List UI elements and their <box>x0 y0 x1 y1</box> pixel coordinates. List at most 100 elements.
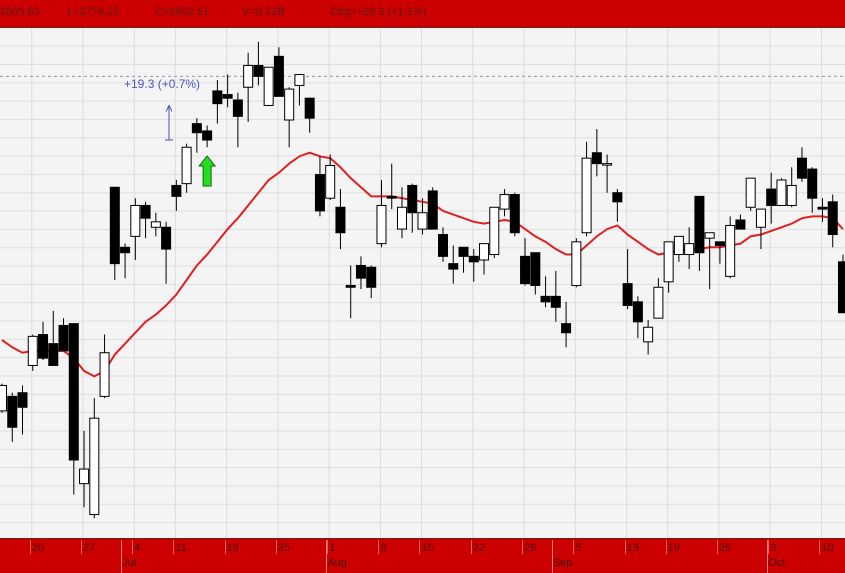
measure-arrowhead <box>165 104 173 112</box>
candle-up <box>684 243 695 256</box>
measure-annotation: +19.3 (+0.7%) <box>124 77 201 91</box>
axis-tick <box>132 540 134 554</box>
axis-tick <box>224 540 226 554</box>
axis-tick <box>624 540 626 554</box>
candle-down <box>509 194 520 234</box>
candle-up <box>745 177 756 208</box>
candle-down <box>427 190 438 230</box>
candle-up <box>294 74 305 86</box>
candle-down <box>796 157 807 179</box>
candle-up <box>284 88 295 121</box>
candle-down <box>335 206 346 234</box>
candle-down <box>632 301 643 323</box>
candle-down <box>366 266 377 288</box>
month-separator <box>767 540 769 573</box>
candle-down <box>561 323 572 334</box>
close-value: C=2802.51 <box>155 6 210 18</box>
candle-up <box>725 224 736 277</box>
x-tick-label: 27 <box>83 542 96 554</box>
volume-value: V=0.22B <box>242 6 285 18</box>
buy-signal-arrow-icon <box>198 155 217 187</box>
candle-down <box>191 123 202 134</box>
axis-tick <box>522 540 524 554</box>
x-tick-label: 3 <box>770 542 777 554</box>
axis-tick <box>768 540 770 554</box>
low-value: L=2776.22 <box>67 6 120 18</box>
candle-up <box>263 66 274 106</box>
candle-up <box>479 243 490 261</box>
month-separator <box>121 540 123 573</box>
candle-up <box>0 384 7 412</box>
candle-up <box>489 206 500 256</box>
month-label: Sep <box>552 557 573 569</box>
candle-down <box>735 219 746 230</box>
candle-down <box>591 152 602 165</box>
candle-up <box>499 194 510 210</box>
axis-tick <box>173 540 175 554</box>
candlestick-chart[interactable] <box>0 28 845 538</box>
candle-down <box>314 174 325 212</box>
candle-up <box>99 352 110 397</box>
candle-down <box>766 188 777 206</box>
candle-down <box>273 55 284 97</box>
x-tick-label: 29 <box>524 542 537 554</box>
candle-down <box>17 392 28 408</box>
axis-tick <box>81 540 83 554</box>
x-tick-label: 25 <box>277 542 291 554</box>
x-tick-label: 8 <box>380 542 387 554</box>
axis-tick <box>665 540 667 554</box>
candle-down <box>817 206 828 210</box>
month-label: Jul <box>122 557 137 569</box>
candle-down <box>345 284 356 288</box>
candle-up <box>181 146 192 185</box>
candle-down <box>222 94 233 99</box>
candle-down <box>58 324 69 352</box>
x-tick-label: 1 <box>329 542 336 554</box>
candle-up <box>89 417 100 516</box>
candle-down <box>694 195 705 254</box>
candle-up <box>704 232 715 239</box>
x-tick-label: 20 <box>31 542 45 554</box>
candle-down <box>38 334 49 359</box>
candle-up <box>673 235 684 256</box>
axis-tick <box>419 540 421 554</box>
x-tick-label: 19 <box>667 542 680 554</box>
candle-down <box>448 263 459 270</box>
candle-up <box>663 241 674 283</box>
candle-up <box>643 326 654 343</box>
candle-up <box>130 204 141 237</box>
axis-tick <box>573 540 575 554</box>
candle-up <box>755 208 766 228</box>
axis-tick <box>716 540 718 554</box>
candle-down <box>807 168 818 199</box>
candle-up <box>243 64 254 88</box>
axis-tick <box>470 540 472 554</box>
candle-up <box>653 286 664 319</box>
x-tick-label: 26 <box>718 542 732 554</box>
candle-down <box>171 184 182 197</box>
ohlc-header-bar: 2805.63 L=2776.22 C=2802.51 V=0.22B Chg=… <box>0 0 845 28</box>
candle-down <box>68 323 79 461</box>
candle-down <box>407 184 418 214</box>
candle-down <box>827 201 838 236</box>
date-axis: 20 27 4 11 18 25 1 8 15 22 29 5 13 19 26 3 10 Jul Aug Sep Oc… <box>0 538 845 573</box>
change-value: Chg=+29.2 (+1.1%) <box>330 6 427 18</box>
month-label: Oct <box>768 557 786 569</box>
candle-down <box>232 99 243 117</box>
candle-up <box>776 179 787 206</box>
candle-up <box>396 206 407 230</box>
candle-down <box>837 261 845 314</box>
month-separator <box>551 540 553 573</box>
candle-down <box>622 283 633 306</box>
candle-down <box>386 195 397 199</box>
candle-down <box>109 186 120 265</box>
candle-up <box>376 204 387 245</box>
x-tick-label: 10 <box>821 542 834 554</box>
candle-up <box>602 163 613 166</box>
candle-down <box>212 90 223 105</box>
candle-up <box>150 221 161 228</box>
candle-down <box>304 97 315 119</box>
candle-up <box>571 241 582 286</box>
candle-up <box>79 468 90 485</box>
candle-down <box>120 246 131 254</box>
